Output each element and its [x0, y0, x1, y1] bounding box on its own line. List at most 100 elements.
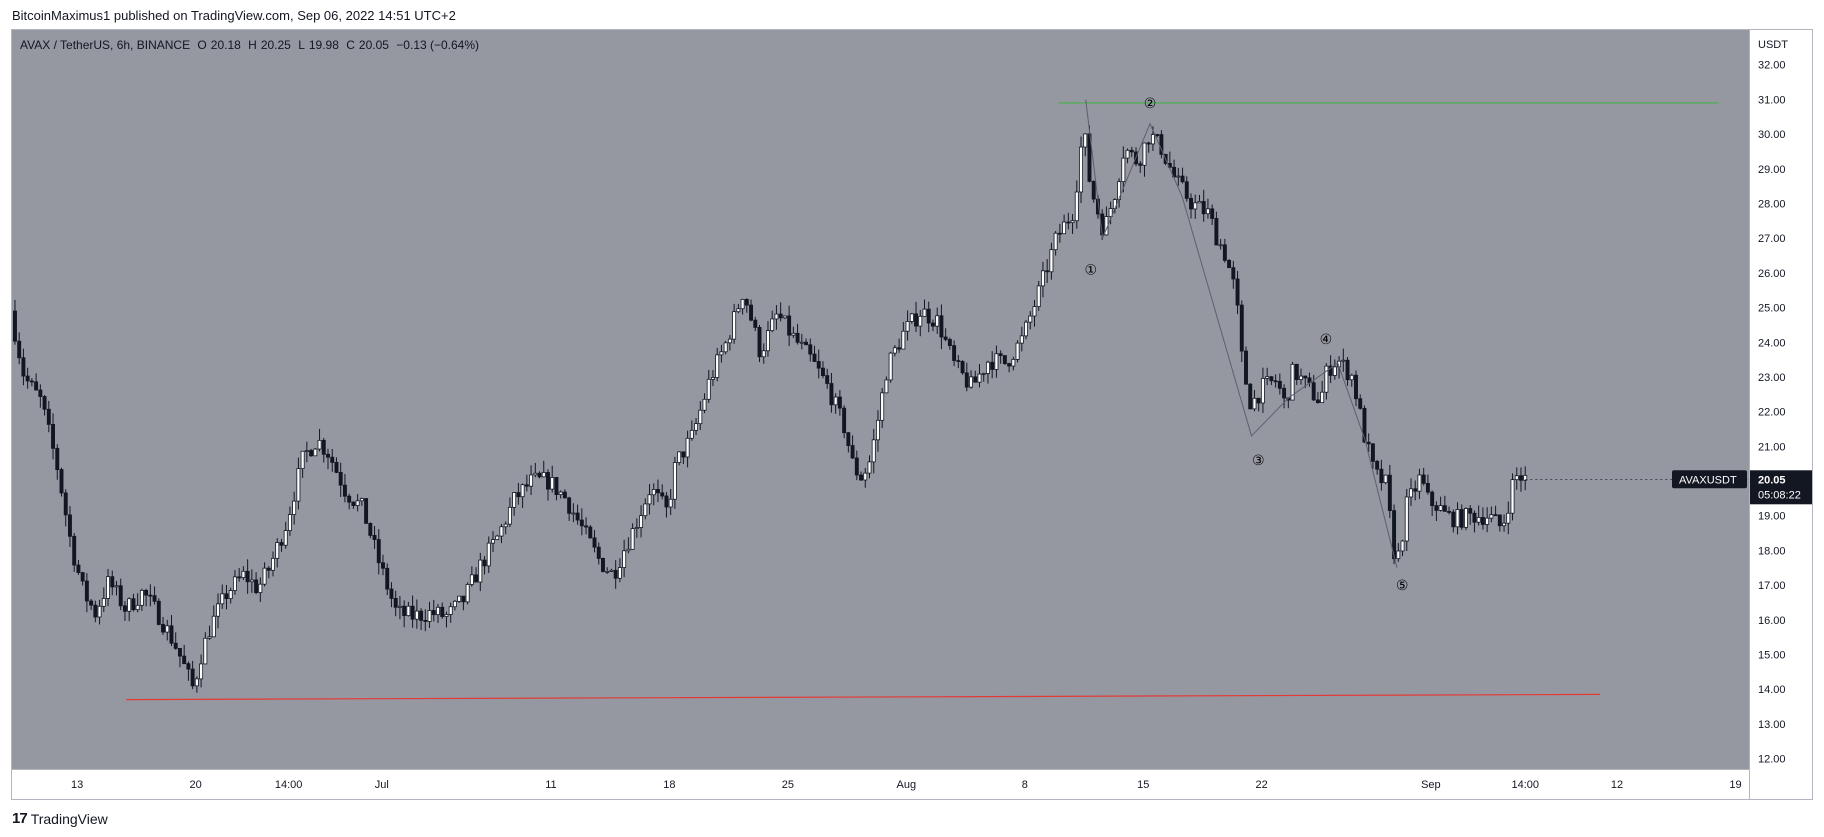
candle — [1447, 511, 1452, 513]
candle — [656, 489, 660, 494]
candle — [427, 610, 432, 622]
candle — [584, 525, 589, 528]
candle — [55, 447, 60, 470]
candle — [1409, 488, 1413, 498]
candle — [241, 570, 246, 578]
candle — [1172, 166, 1177, 178]
candle — [474, 574, 479, 583]
candle — [1074, 191, 1079, 222]
candle — [76, 564, 81, 573]
candle — [144, 589, 149, 596]
candle — [1189, 197, 1193, 210]
price-tag[interactable] — [1750, 470, 1812, 505]
legend-ohlc: O 20.18 H 20.25 L 19.98 C 20.05 −0.13 (−0.64… — [197, 38, 483, 52]
candle — [478, 559, 483, 583]
candle — [1011, 359, 1016, 367]
candle — [1260, 378, 1265, 404]
candle — [871, 439, 876, 463]
candle — [1244, 350, 1248, 385]
candle — [1028, 315, 1033, 323]
candle — [1231, 267, 1236, 280]
candle — [1345, 359, 1350, 381]
candle — [1485, 517, 1490, 525]
candle — [1210, 208, 1215, 219]
candle — [812, 353, 817, 362]
candle — [524, 484, 529, 487]
candle — [1324, 365, 1329, 393]
candle — [114, 585, 119, 588]
elliott-wave-path[interactable] — [1085, 99, 1398, 568]
candle — [960, 361, 965, 374]
candle — [347, 495, 352, 503]
candle — [990, 361, 995, 370]
candle — [922, 308, 927, 317]
candle — [994, 353, 999, 370]
candle — [664, 495, 669, 508]
symbol-tag[interactable] — [1672, 470, 1747, 489]
candle — [385, 567, 390, 590]
candle — [296, 468, 301, 502]
candle — [275, 542, 280, 559]
candle — [436, 606, 440, 616]
candle — [334, 461, 339, 473]
candle — [791, 332, 796, 336]
candle — [1354, 374, 1358, 400]
chart-frame[interactable]: USDT 12.00 13.00 14.00 15.00 16.00 17.00 18.00 1… — [11, 29, 1813, 800]
candle — [1464, 508, 1468, 528]
wave-label[interactable]: ③ — [1252, 453, 1265, 469]
wave-label[interactable]: ⑤ — [1396, 578, 1409, 594]
candle — [1150, 134, 1155, 145]
candle — [732, 311, 737, 340]
candle — [12, 310, 17, 342]
price-axis[interactable] — [1749, 30, 1812, 799]
candle — [795, 332, 800, 343]
candle — [685, 437, 690, 458]
candle — [51, 423, 56, 449]
price-tick-label: 21.00 — [1758, 441, 1786, 453]
candle — [909, 313, 914, 322]
footer-brand: 17 TradingView — [12, 810, 108, 827]
candle — [1273, 380, 1278, 383]
candle — [84, 580, 89, 602]
legend-change: −0.13 (−0.64%) — [396, 38, 480, 52]
legend-symbol[interactable]: AVAX / TetherUS, 6h, BINANCE — [20, 38, 191, 52]
candle — [1218, 244, 1223, 247]
price-axis-unit: USDT — [1758, 39, 1788, 51]
candle — [1349, 374, 1354, 381]
candle — [850, 445, 855, 459]
candle — [228, 590, 233, 599]
candle — [1201, 201, 1206, 215]
wave-label[interactable]: ② — [1144, 96, 1157, 112]
time-axis[interactable] — [12, 769, 1749, 799]
candle — [821, 367, 825, 377]
candle — [1425, 483, 1430, 493]
candle — [875, 419, 880, 441]
candle — [592, 537, 597, 548]
time-tick-label: 11 — [545, 779, 556, 791]
candle — [613, 569, 618, 579]
candlestick-chart[interactable]: USDT 12.00 13.00 14.00 15.00 16.00 17.00 18.00 1… — [12, 30, 1812, 799]
candle — [601, 558, 605, 572]
candle — [359, 498, 364, 502]
candle — [905, 321, 910, 332]
candle — [774, 313, 779, 320]
candle — [414, 610, 419, 620]
support-line[interactable] — [126, 693, 1601, 701]
candle — [727, 338, 732, 344]
wave-label[interactable]: ① — [1084, 262, 1097, 278]
candle — [622, 550, 627, 568]
candle — [846, 432, 851, 446]
legend-close-label: C — [346, 38, 355, 52]
candle — [749, 304, 754, 321]
candle — [271, 557, 275, 571]
candle — [609, 569, 614, 572]
candle — [973, 376, 978, 383]
wave-label[interactable]: ④ — [1320, 332, 1333, 348]
candle — [1434, 505, 1439, 511]
candle — [952, 345, 957, 361]
candle — [897, 347, 902, 350]
candle — [245, 570, 250, 583]
candle — [914, 313, 919, 327]
candle — [364, 498, 369, 524]
candle — [469, 574, 474, 585]
